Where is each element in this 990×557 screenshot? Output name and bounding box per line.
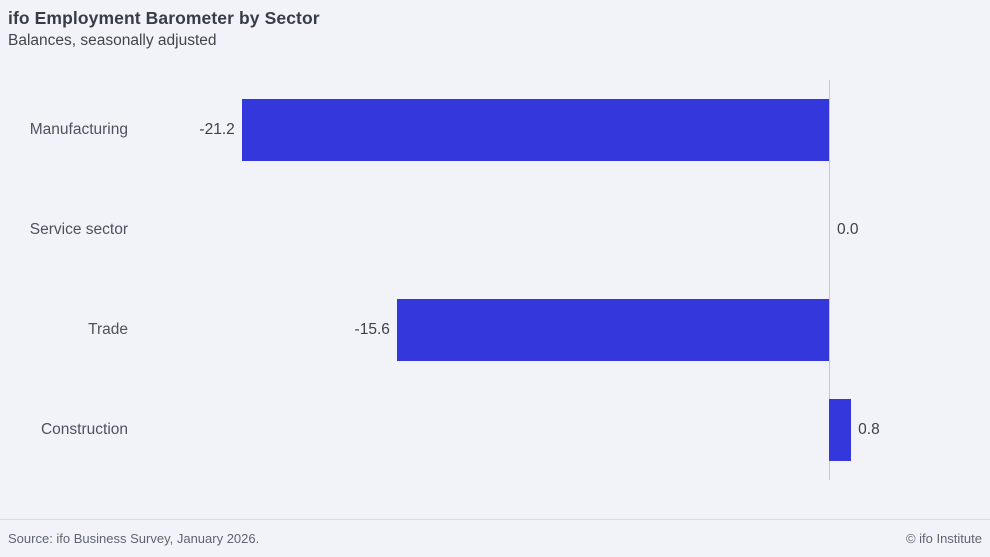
value-label-construction: 0.8 — [858, 421, 880, 438]
chart-subtitle: Balances, seasonally adjusted — [8, 32, 217, 49]
chart-title: ifo Employment Barometer by Sector — [8, 8, 320, 28]
bar-chart: Manufacturing -21.2 Service sector 0.0 Trade… — [0, 80, 990, 480]
copyright-note: © ifo Institute — [905, 530, 982, 546]
category-label-service-sector: Service sector — [29, 221, 128, 238]
value-label-service-sector: 0.0 — [837, 221, 859, 238]
value-label-manufacturing: -21.2 — [199, 121, 235, 138]
chart-row-service-sector: Service sector 0.0 — [0, 180, 990, 280]
value-label-trade: -15.6 — [354, 321, 390, 338]
chart-footer: Source: ifo Business Survey, January 202… — [8, 526, 982, 550]
category-label-manufacturing: Manufacturing — [29, 121, 128, 138]
chart-header: ifo Employment Barometer by Sector Balan… — [8, 8, 982, 50]
category-label-trade: Trade — [88, 321, 128, 338]
chart-row-trade: Trade -15.6 — [0, 280, 990, 380]
source-note: Source: ifo Business Survey, January 202… — [8, 530, 260, 546]
bar-trade — [396, 299, 829, 361]
footer-divider — [0, 519, 990, 520]
chart-row-construction: Construction 0.8 — [0, 380, 990, 480]
category-label-construction: Construction — [40, 421, 128, 438]
zero-axis-line — [829, 80, 830, 480]
chart-row-manufacturing: Manufacturing -21.2 — [0, 80, 990, 180]
bar-manufacturing — [241, 99, 829, 161]
bar-construction — [829, 399, 852, 461]
